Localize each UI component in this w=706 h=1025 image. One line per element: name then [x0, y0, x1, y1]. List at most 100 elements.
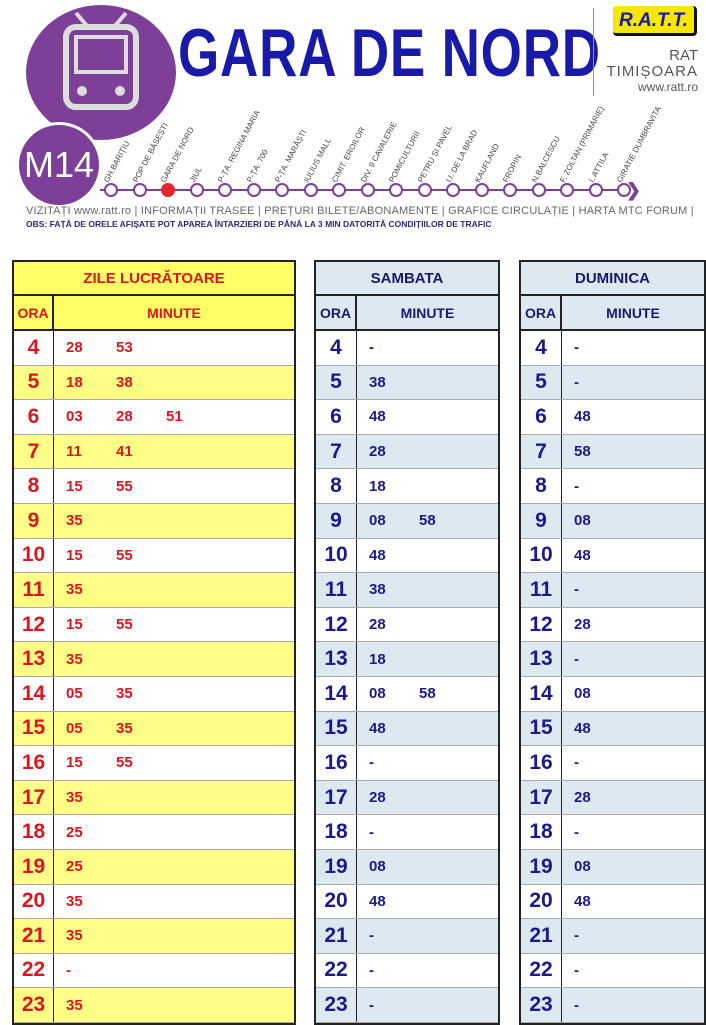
table-row: 19 08 [316, 849, 498, 885]
table-row: 4- [521, 331, 704, 366]
minute-value: - [574, 961, 579, 979]
table-row: 9 08 58 [316, 503, 498, 539]
hour-cell: 16 [14, 746, 54, 780]
minute-value: - [369, 927, 374, 945]
minute-value: 48 [574, 719, 591, 737]
table-row: 6 48 [521, 400, 704, 435]
minute-value: - [574, 927, 579, 945]
minute-value: 38 [116, 373, 133, 391]
minute-value: 35 [66, 581, 83, 599]
stop-marker [161, 183, 175, 197]
minute-value: 28 [574, 616, 591, 634]
hour-cell: 5 [14, 365, 54, 400]
table-row: 21- [521, 919, 704, 954]
table-title: DUMINICA [521, 262, 704, 296]
table-row: 14 08 58 [316, 676, 498, 712]
hour-cell: 7 [316, 434, 357, 469]
stop-marker [104, 183, 118, 197]
table-row: 20 48 [316, 884, 498, 920]
stop-marker [474, 183, 489, 197]
minute-value: - [369, 961, 374, 979]
table-row: 11 35 [14, 573, 294, 608]
minute-value: 08 [369, 858, 386, 876]
hour-cell: 8 [316, 469, 357, 503]
minute-value: 08 [574, 858, 591, 876]
table-row: 10 15 55 [14, 538, 294, 574]
hour-cell: 4 [14, 331, 54, 365]
route-arrow-icon: ❯ [626, 180, 642, 200]
table-title: ZILE LUCRĂTOARE [14, 262, 294, 296]
stop-marker [360, 183, 375, 197]
table-row: 17 28 [316, 780, 498, 816]
minute-value: 48 [369, 408, 386, 426]
stop-name: JIUL [187, 165, 204, 184]
hour-cell: 22 [521, 953, 562, 988]
minute-value: 51 [166, 408, 183, 426]
stop-name: P-ȚA. 700 [244, 147, 270, 184]
bus-icon [63, 11, 139, 110]
table-row: 12 15 55 [14, 607, 294, 643]
hour-cell: 4 [316, 331, 357, 365]
minute-value: 18 [369, 650, 386, 668]
table-row: 8 18 [316, 469, 498, 504]
table-row: 5 18 38 [14, 365, 294, 401]
table-row: 9 08 [521, 503, 704, 539]
minute-value: 53 [116, 339, 133, 357]
table-row: 12 28 [316, 607, 498, 643]
org-name: RAT [669, 47, 698, 64]
table-row: 11- [521, 573, 704, 608]
hour-cell: 22 [14, 953, 54, 988]
stop-marker [560, 183, 574, 197]
minute-value: 28 [369, 616, 386, 634]
minute-value: 48 [574, 892, 591, 910]
hour-cell: 20 [316, 884, 357, 919]
table-row: 14 08 [521, 676, 704, 712]
minute-value: 28 [116, 408, 133, 426]
minute-value: 58 [574, 443, 591, 461]
table-row: 7 11 41 [14, 434, 294, 470]
table-row: 22- [316, 953, 498, 989]
minute-value: - [574, 996, 579, 1014]
table-row: 4 28 53 [14, 331, 294, 366]
minute-value: 35 [66, 789, 83, 807]
route-badge: M14 [16, 122, 102, 208]
website[interactable]: www.ratt.ro [637, 80, 698, 94]
stop-marker [503, 183, 517, 197]
minute-value: 58 [419, 512, 436, 530]
minute-value: 35 [66, 927, 83, 945]
stop-marker [246, 183, 261, 197]
minute-value: 25 [66, 823, 83, 841]
stop-marker [417, 183, 432, 197]
hour-cell: 9 [14, 503, 54, 538]
minutes-column-header: MINUTE [606, 304, 660, 321]
minute-value: 35 [116, 685, 133, 703]
table-row: 15 48 [521, 711, 704, 747]
table-title: SAMBATA [316, 262, 498, 296]
table-row: 10 48 [316, 538, 498, 574]
hour-cell: 20 [14, 884, 54, 919]
minute-value: 55 [116, 477, 133, 495]
hour-cell: 6 [316, 400, 357, 434]
hour-cell: 19 [521, 849, 562, 884]
minute-value: 38 [369, 373, 386, 391]
table-row: 15 05 35 [14, 711, 294, 747]
hour-cell: 23 [14, 988, 54, 1022]
table-row: 18- [521, 815, 704, 850]
minute-value: - [574, 754, 579, 772]
minute-value: 15 [66, 754, 83, 772]
hour-cell: 11 [521, 573, 562, 607]
links-bar[interactable]: VIZITAȚI www.ratt.ro | INFORMAȚII TRASEE… [26, 205, 694, 217]
stop-marker [189, 183, 204, 197]
stop-name: GIRATIE DUMBRAVITA [615, 104, 663, 184]
hour-cell: 13 [316, 642, 357, 676]
table-row: 23 35 [14, 988, 294, 1023]
minute-value: 48 [369, 546, 386, 564]
stop-marker [275, 183, 289, 197]
minute-value: 35 [66, 996, 83, 1014]
minute-value: 28 [66, 339, 83, 357]
stop-marker [303, 183, 318, 197]
stop-name: I. ATTILA [586, 150, 610, 184]
table-row: 5 38 [316, 365, 498, 401]
minute-value: 05 [66, 685, 83, 703]
hour-cell: 14 [316, 676, 357, 711]
